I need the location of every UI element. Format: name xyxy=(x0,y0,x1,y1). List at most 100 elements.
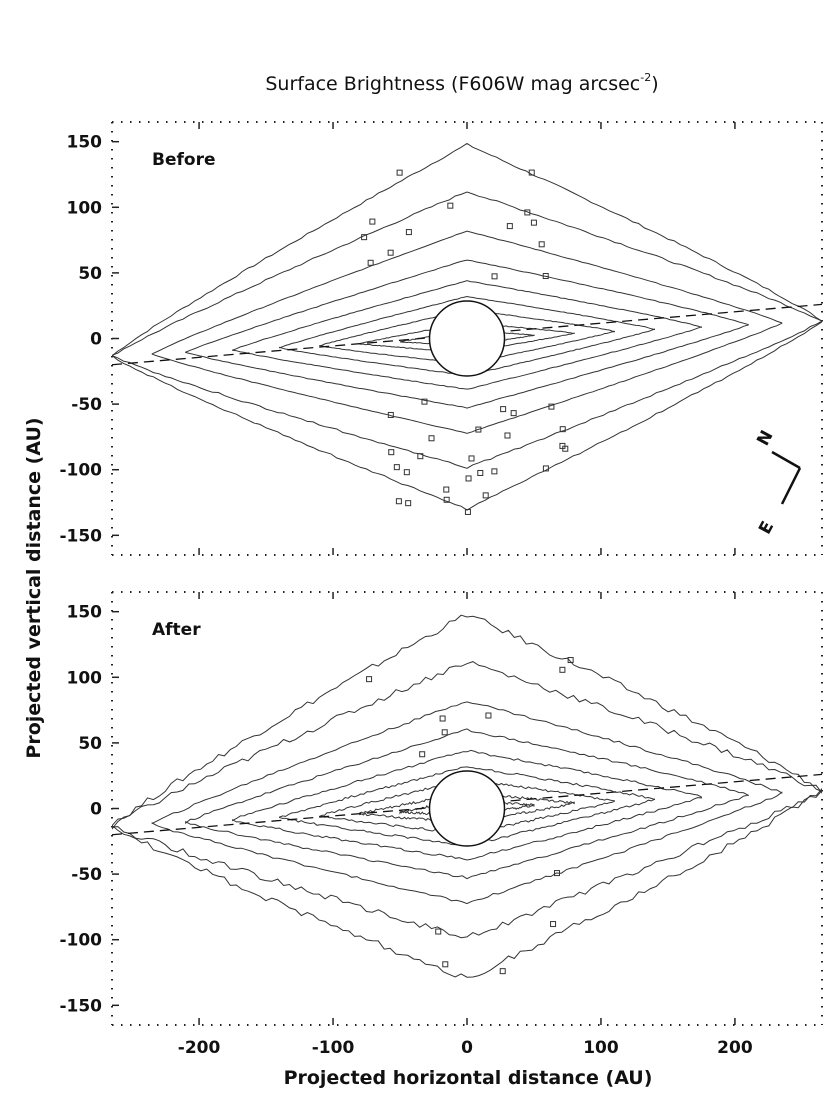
noise-marker xyxy=(439,715,446,722)
panel-after: 150 100 50 0 -50 -100 -150 -200 -100 0 100 200 After xyxy=(59,591,823,1058)
noise-marker xyxy=(387,249,394,256)
x-tick-label: -200 xyxy=(178,1038,221,1058)
noise-marker xyxy=(477,469,484,476)
noise-marker xyxy=(542,465,549,472)
contour-line xyxy=(151,701,783,905)
compass-east-arm xyxy=(780,467,802,505)
noise-marker xyxy=(542,273,549,280)
occulter-disk xyxy=(428,770,506,847)
contour-line xyxy=(232,280,702,390)
noise-marker xyxy=(554,870,561,877)
noise-marker xyxy=(528,169,535,176)
compass-north-arm xyxy=(771,450,801,470)
x-tick-label: 0 xyxy=(461,1038,473,1058)
contour-line xyxy=(112,191,822,469)
noise-marker xyxy=(403,469,410,476)
noise-marker xyxy=(369,218,376,225)
noise-marker xyxy=(482,492,489,499)
y-tick-label: 100 xyxy=(67,668,103,688)
y-tick-label: 100 xyxy=(67,198,103,218)
contour-line xyxy=(185,259,749,409)
noise-marker xyxy=(548,403,555,410)
noise-marker xyxy=(468,455,475,462)
noise-marker xyxy=(465,475,472,482)
noise-marker xyxy=(559,442,566,449)
contour-line xyxy=(185,728,749,880)
chart-title: Surface Brightness (F606W mag arcsec-2) xyxy=(265,71,658,95)
noise-marker xyxy=(367,259,374,266)
noise-marker xyxy=(485,712,492,719)
noise-marker xyxy=(524,209,531,216)
noise-marker xyxy=(506,223,513,230)
y-tick-label: -100 xyxy=(59,931,102,951)
noise-marker xyxy=(435,928,442,935)
title-superscript: -2 xyxy=(640,71,651,84)
noise-marker xyxy=(538,241,545,248)
y-tick-label: 50 xyxy=(78,264,102,284)
noise-marker xyxy=(441,729,448,736)
noise-marker xyxy=(419,751,426,758)
noise-marker xyxy=(361,234,368,241)
noise-marker xyxy=(500,406,507,413)
y-tick-label: -150 xyxy=(59,996,102,1016)
noise-marker xyxy=(510,410,517,417)
contour-line xyxy=(319,777,615,836)
title-suffix: ) xyxy=(651,73,658,95)
noise-marker xyxy=(567,657,574,664)
contour-line xyxy=(151,230,783,434)
compass-east-label: E xyxy=(755,518,778,538)
x-tick-label: 200 xyxy=(717,1038,753,1058)
contour-line xyxy=(279,295,655,377)
y-tick-label: -50 xyxy=(71,395,102,415)
y-axis-label: Projected vertical distance (AU) xyxy=(23,417,45,758)
noise-marker xyxy=(428,435,435,442)
noise-marker xyxy=(421,398,428,405)
noise-marker xyxy=(442,961,449,968)
noise-marker xyxy=(499,968,506,975)
y-tick-label: 0 xyxy=(90,330,102,350)
noise-marker xyxy=(447,202,454,209)
x-tick-label: -100 xyxy=(312,1038,355,1058)
contour-group xyxy=(112,614,822,978)
noise-marker xyxy=(559,426,566,433)
contour-line xyxy=(112,661,822,939)
noise-marker xyxy=(443,496,450,503)
y-tick-label: -50 xyxy=(71,865,102,885)
panel-label: Before xyxy=(152,150,215,170)
noise-marker xyxy=(530,219,537,226)
noise-marker xyxy=(491,468,498,475)
y-tick-label: 150 xyxy=(67,133,103,153)
noise-marker xyxy=(393,464,400,471)
noise-marker xyxy=(475,426,482,433)
noise-marker xyxy=(504,432,511,439)
y-tick-label: 50 xyxy=(78,734,102,754)
y-tick-label: -150 xyxy=(59,526,102,546)
noise-marker xyxy=(405,500,412,507)
noise-marker xyxy=(388,449,395,456)
occulter-disk xyxy=(428,300,506,377)
y-tick-label: -100 xyxy=(59,461,102,481)
y-tick-label: 150 xyxy=(67,603,103,623)
noise-marker xyxy=(550,921,557,928)
y-tick-label: 0 xyxy=(90,800,102,820)
panel-before: 150 100 50 0 -50 -100 -150 Before N E xyxy=(59,121,823,556)
panel-label: After xyxy=(152,620,201,640)
contour-line xyxy=(279,766,655,847)
noise-marker xyxy=(464,508,471,515)
noise-marker xyxy=(417,453,424,460)
title-main: Surface Brightness (F606W mag arcsec xyxy=(265,73,640,95)
noise-marker xyxy=(395,498,402,505)
noise-marker xyxy=(387,411,394,418)
noise-marker xyxy=(405,229,412,236)
contour-line xyxy=(112,614,822,978)
noise-marker xyxy=(443,486,450,493)
compass-north-label: N xyxy=(753,427,777,449)
contour-line xyxy=(112,142,822,511)
noise-marker xyxy=(366,676,373,683)
contour-line xyxy=(319,308,615,365)
noise-marker xyxy=(559,666,566,673)
contour-line xyxy=(232,749,702,861)
x-tick-label: 100 xyxy=(583,1038,619,1058)
noise-marker xyxy=(396,169,403,176)
